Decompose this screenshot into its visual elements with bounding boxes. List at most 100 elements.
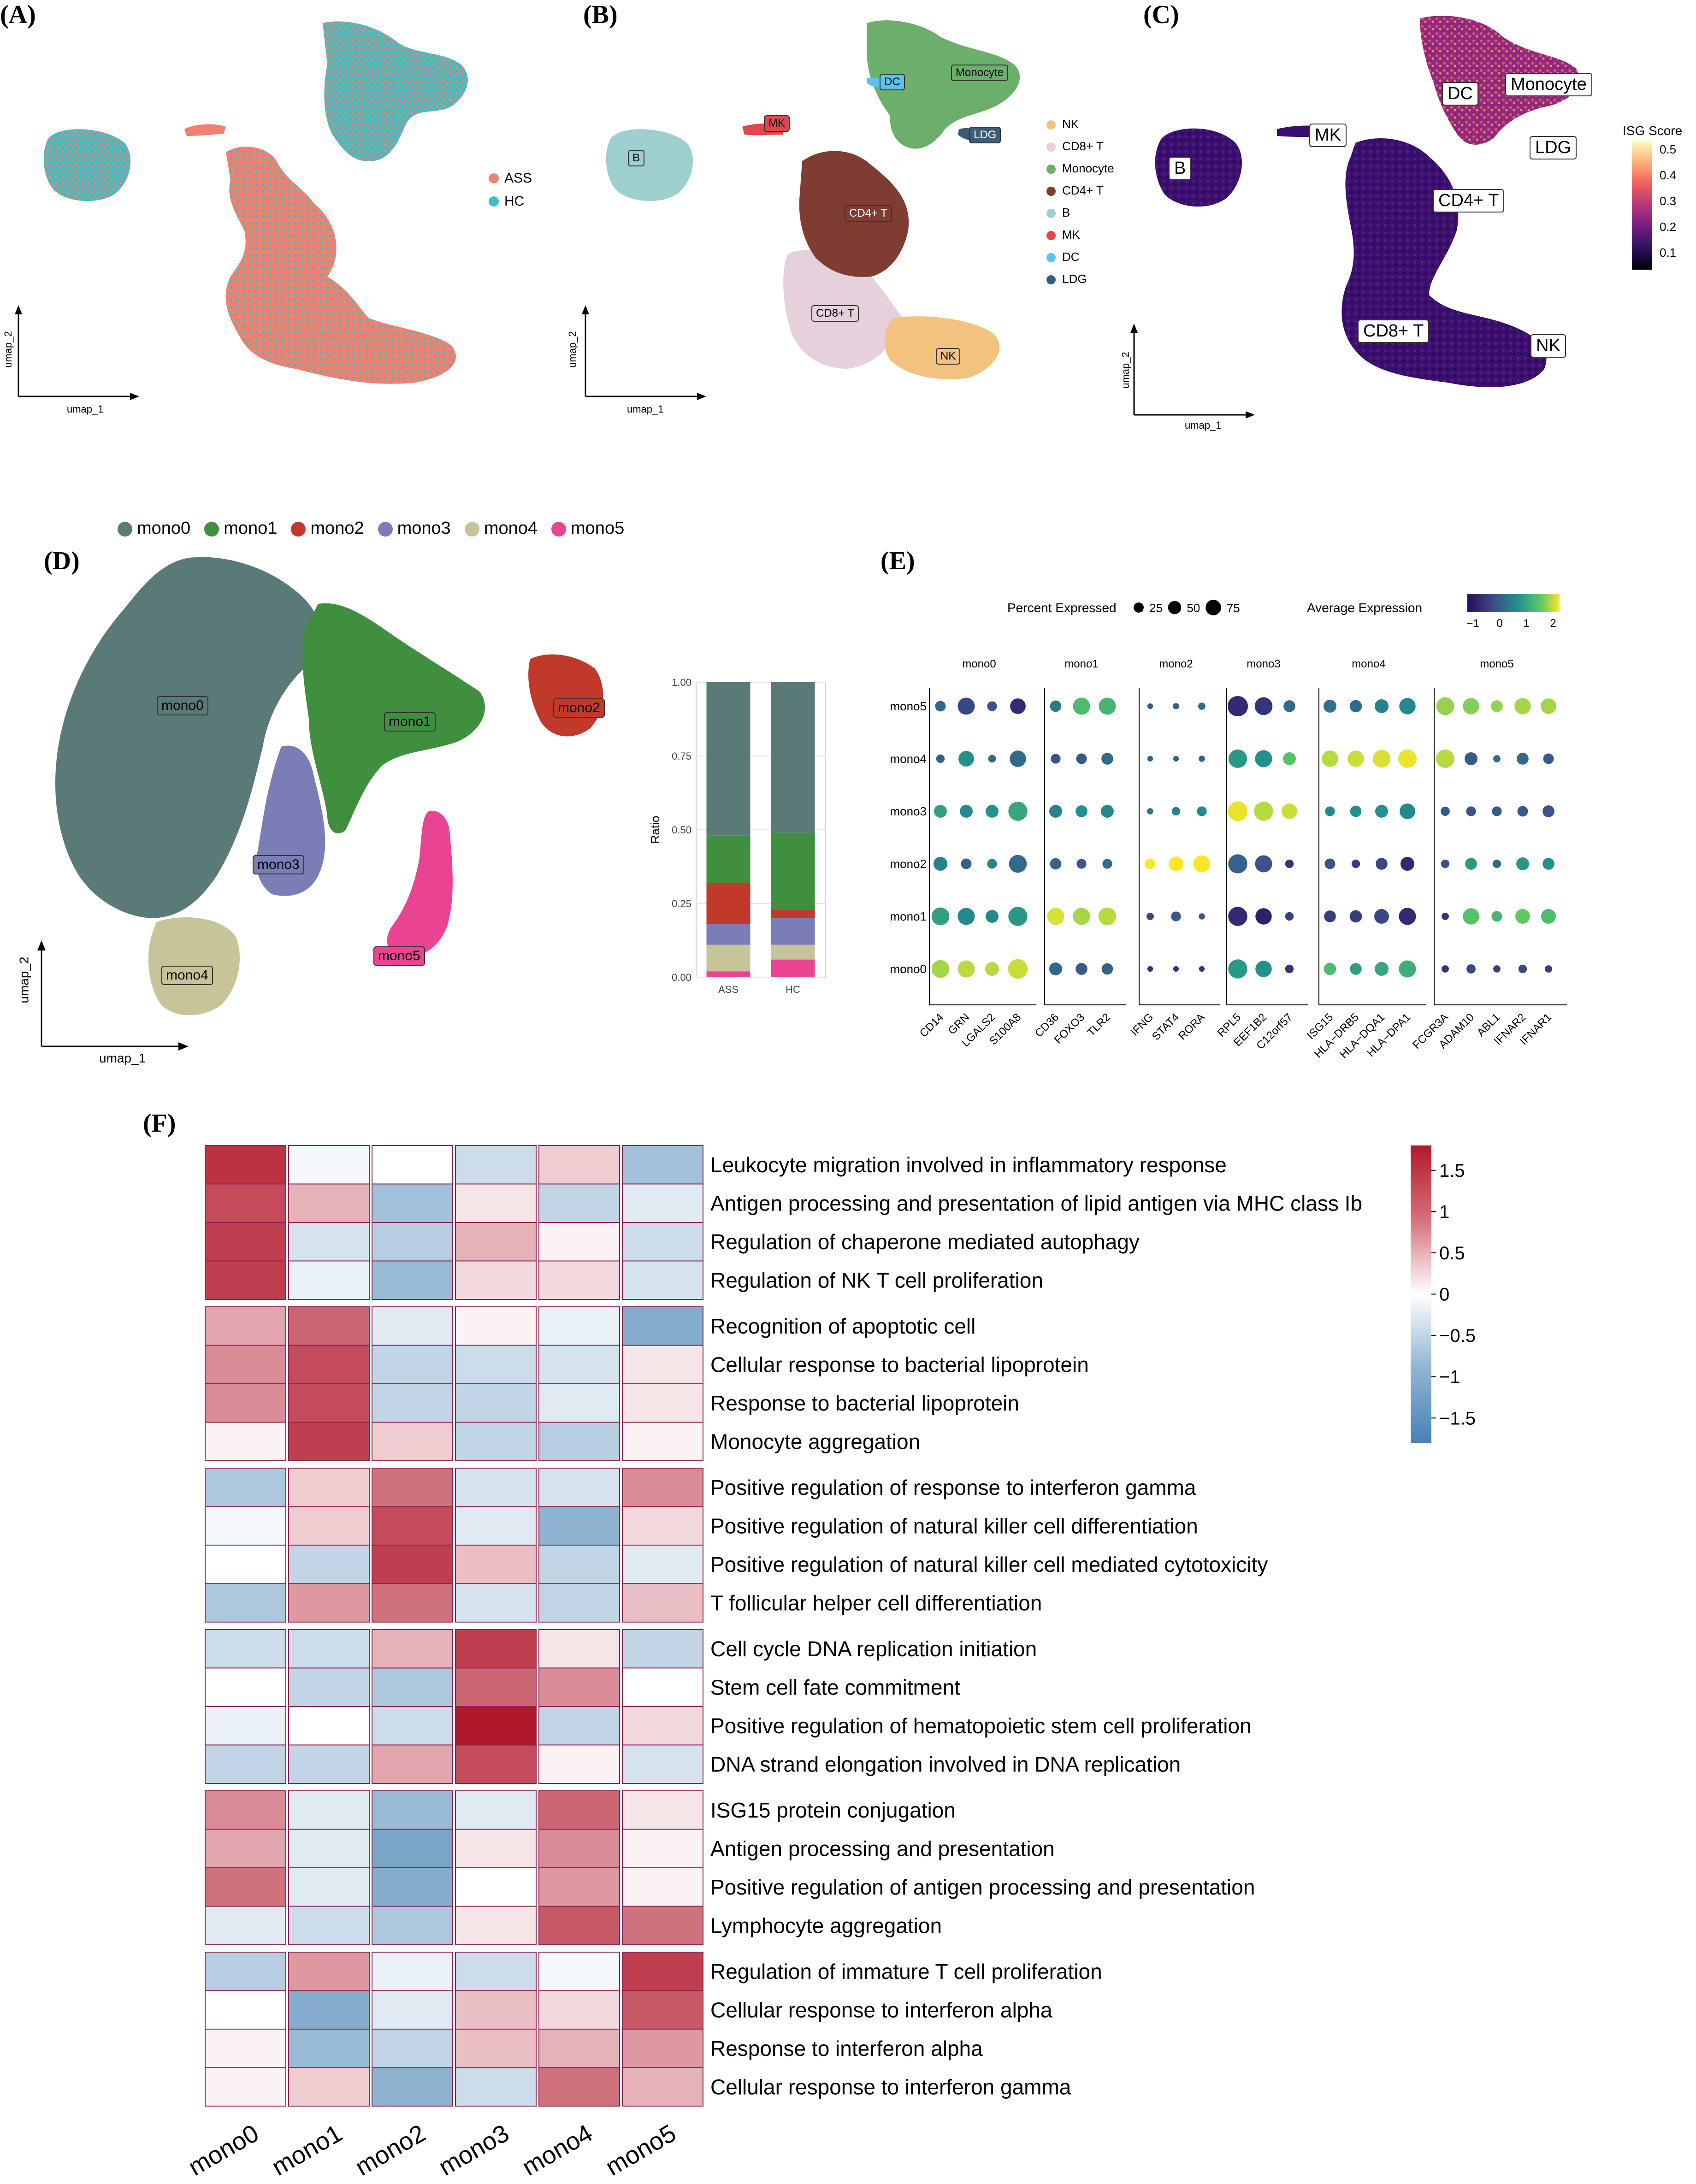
heatmap-cell-b2-r0-mono4 [538, 1468, 620, 1507]
dot-mono5-IFNG [1147, 703, 1153, 709]
heat-colorbar-tick-label: −1 [1439, 1367, 1460, 1387]
legend-dot-b [1046, 209, 1056, 218]
legend-label-b: B [1062, 206, 1070, 219]
dot-mono0-RORA [1199, 966, 1205, 972]
dot-mono2-GRN [961, 858, 972, 869]
dot-mono3-GRN [960, 805, 973, 818]
dot-mono2-IFNAR1 [1542, 858, 1554, 870]
heatmap-cell-b1-r1-mono5 [622, 1345, 703, 1384]
heatmap-cell-b2-r0-mono5 [622, 1468, 703, 1507]
heatmap-cell-b1-r0-mono4 [538, 1306, 620, 1346]
heatmap-cell-b5-r1-mono5 [622, 1990, 703, 2030]
dot-mono2-S100A8 [1009, 855, 1027, 873]
heatmap-cell-b5-r0-mono4 [538, 1952, 620, 1991]
umap-a-cluster-b [43, 129, 131, 201]
legend-item-dc: DC [1046, 246, 1114, 268]
umap-b-label-cd4t: CD4+ T [845, 205, 892, 222]
dot-mono0-FOXO3 [1076, 963, 1087, 975]
heatmap-cell-b2-r1-mono1 [288, 1506, 370, 1546]
dot-mono5-CD36 [1050, 700, 1062, 712]
heatmap-cell-b3-r2-mono5 [622, 1706, 703, 1746]
dot-mono3-STAT4 [1171, 807, 1181, 816]
heatmap-cell-b4-r3-mono4 [538, 1906, 620, 1945]
dot-mono1-C12orf57 [1285, 912, 1294, 921]
bar-ytick-label: 0.75 [672, 750, 691, 762]
dot-mono4-ISG15 [1322, 750, 1338, 767]
dot-mono3-IFNAR1 [1542, 805, 1554, 817]
dot-color-legend-bar [1467, 594, 1560, 612]
dot-mono3-HLA−DRB5 [1350, 805, 1362, 817]
dot-mono1-HLA−DQA1 [1374, 909, 1389, 924]
heatmap-cell-b3-r3-mono1 [288, 1744, 370, 1784]
isg-colorbar-title: ISG Score [1623, 124, 1683, 138]
dot-mono0-TLR2 [1101, 963, 1113, 975]
heatmap-cell-b5-r3-mono2 [372, 2067, 453, 2107]
legend-item-nk: NK [1046, 113, 1114, 135]
heatmap-row-label: Cellular response to interferon alpha [710, 1998, 1052, 2022]
dot-row-label: mono1 [890, 909, 927, 923]
dot-mono0-FCGR3A [1442, 965, 1449, 973]
umap-d-axis-x-arrow [178, 1042, 189, 1051]
heatmap-cell-b2-r1-mono2 [372, 1506, 453, 1546]
panel-label-c: (C) [1143, 0, 1179, 29]
heatmap-column-label: mono4 [517, 2119, 597, 2180]
dot-size-legend-label: 75 [1227, 601, 1240, 615]
dot-mono1-CD36 [1047, 908, 1064, 925]
heatmap-cell-b2-r3-mono3 [455, 1583, 537, 1623]
umap-a-cluster-main [225, 147, 456, 384]
bar-segment-mono0-ass [706, 682, 750, 836]
dot-mono2-IFNAR2 [1516, 857, 1529, 870]
dot-mono1-CD14 [931, 907, 950, 926]
umap-c-cluster-mono [1420, 16, 1579, 145]
heatmap-cell-b0-r1-mono0 [205, 1183, 286, 1223]
dot-mono1-EEF1B2 [1255, 908, 1272, 925]
heatmap-cell-b5-r1-mono3 [455, 1990, 537, 2030]
heatmap-cell-b0-r0-mono5 [622, 1145, 703, 1185]
heatmap-cell-b3-r2-mono4 [538, 1706, 620, 1746]
bar-xtick-label: HC [786, 984, 800, 995]
dot-mono2-ISG15 [1324, 858, 1336, 869]
heatmap-cell-b3-r3-mono3 [455, 1744, 537, 1784]
heatmap-cell-b1-r2-mono1 [288, 1383, 370, 1423]
dot-mono0-ISG15 [1324, 962, 1336, 975]
heatmap-cell-b2-r1-mono5 [622, 1506, 703, 1546]
heatmap-column-label: mono3 [434, 2119, 514, 2180]
heatmap-cell-b3-r3-mono5 [622, 1744, 703, 1784]
dot-mono5-RORA [1198, 702, 1206, 710]
bar-segment-mono1-ass [706, 835, 750, 883]
isg-tick-3: 0.2 [1660, 220, 1677, 234]
dot-group-label: mono1 [1064, 658, 1098, 670]
heatmap-row-label: Response to bacterial lipoprotein [710, 1391, 1019, 1415]
umap-d-label-mono5: mono5 [373, 946, 425, 966]
dot-row-label: mono0 [890, 962, 927, 976]
dot-mono5-C12orf57 [1283, 700, 1295, 712]
heatmap-cell-b0-r2-mono2 [372, 1222, 453, 1262]
dot-mono4-HLA−DQA1 [1372, 750, 1391, 768]
dot-gene-label: TLR2 [1085, 1011, 1113, 1039]
dot-group-label: mono3 [1247, 658, 1280, 670]
dot-mono5-FOXO3 [1073, 697, 1090, 715]
heatmap-cell-b3-r0-mono5 [622, 1629, 703, 1669]
legend-dot-dc [1046, 253, 1056, 263]
bar-segment-mono5-hc [771, 959, 815, 977]
dot-mono3-ABL1 [1492, 806, 1502, 816]
heatmap-cell-b4-r0-mono1 [288, 1790, 370, 1830]
heatmap-cell-b4-r0-mono5 [622, 1790, 703, 1830]
umap-c-cluster-main [1341, 138, 1547, 387]
dot-mono2-CD36 [1050, 858, 1062, 870]
dot-mono2-FCGR3A [1441, 859, 1450, 868]
dot-row-label: mono3 [890, 804, 927, 818]
heatmap-cell-b3-r0-mono4 [538, 1629, 620, 1669]
panel-e-dotplot: Percent Expressed 25 50 75 Average Expressio… [890, 594, 1567, 1061]
panel-a-umap [15, 21, 468, 400]
heatmap-cell-b3-r1-mono4 [538, 1667, 620, 1707]
dot-mono1-ADAM10 [1463, 908, 1479, 925]
legend-dot-mono5 [551, 521, 567, 537]
dot-mono3-CD14 [934, 805, 947, 818]
legend-dot-mk [1046, 231, 1056, 241]
dot-mono3-RPL5 [1228, 801, 1248, 821]
dot-mono1-IFNAR1 [1541, 909, 1556, 924]
dot-mono1-LGALS2 [986, 910, 999, 923]
dot-mono4-IFNAR2 [1517, 753, 1529, 765]
dot-mono1-RPL5 [1228, 907, 1247, 926]
